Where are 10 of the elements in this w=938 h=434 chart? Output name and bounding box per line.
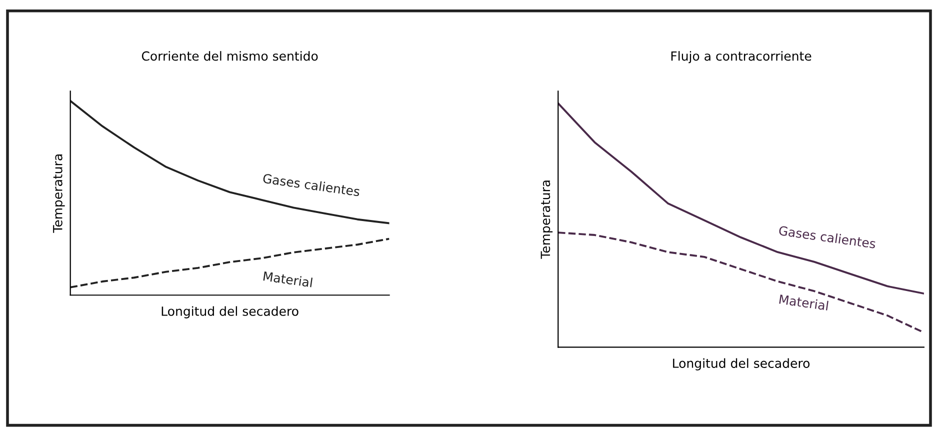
x-axis-title: Longitud del secadero: [673, 358, 810, 370]
chart-title: Corriente del mismo sentido: [142, 51, 318, 61]
text: Gases calientes: [262, 173, 360, 196]
x-axis-title: Longitud del secadero: [162, 306, 298, 318]
text: Material: [779, 294, 828, 311]
text: Gases calientes: [778, 225, 876, 249]
y-axis-title: Temperatura: [53, 154, 65, 233]
y-axis-title: Temperatura: [540, 180, 553, 259]
text: Material: [263, 271, 313, 288]
chart-title: Flujo a contracorriente: [671, 51, 812, 64]
